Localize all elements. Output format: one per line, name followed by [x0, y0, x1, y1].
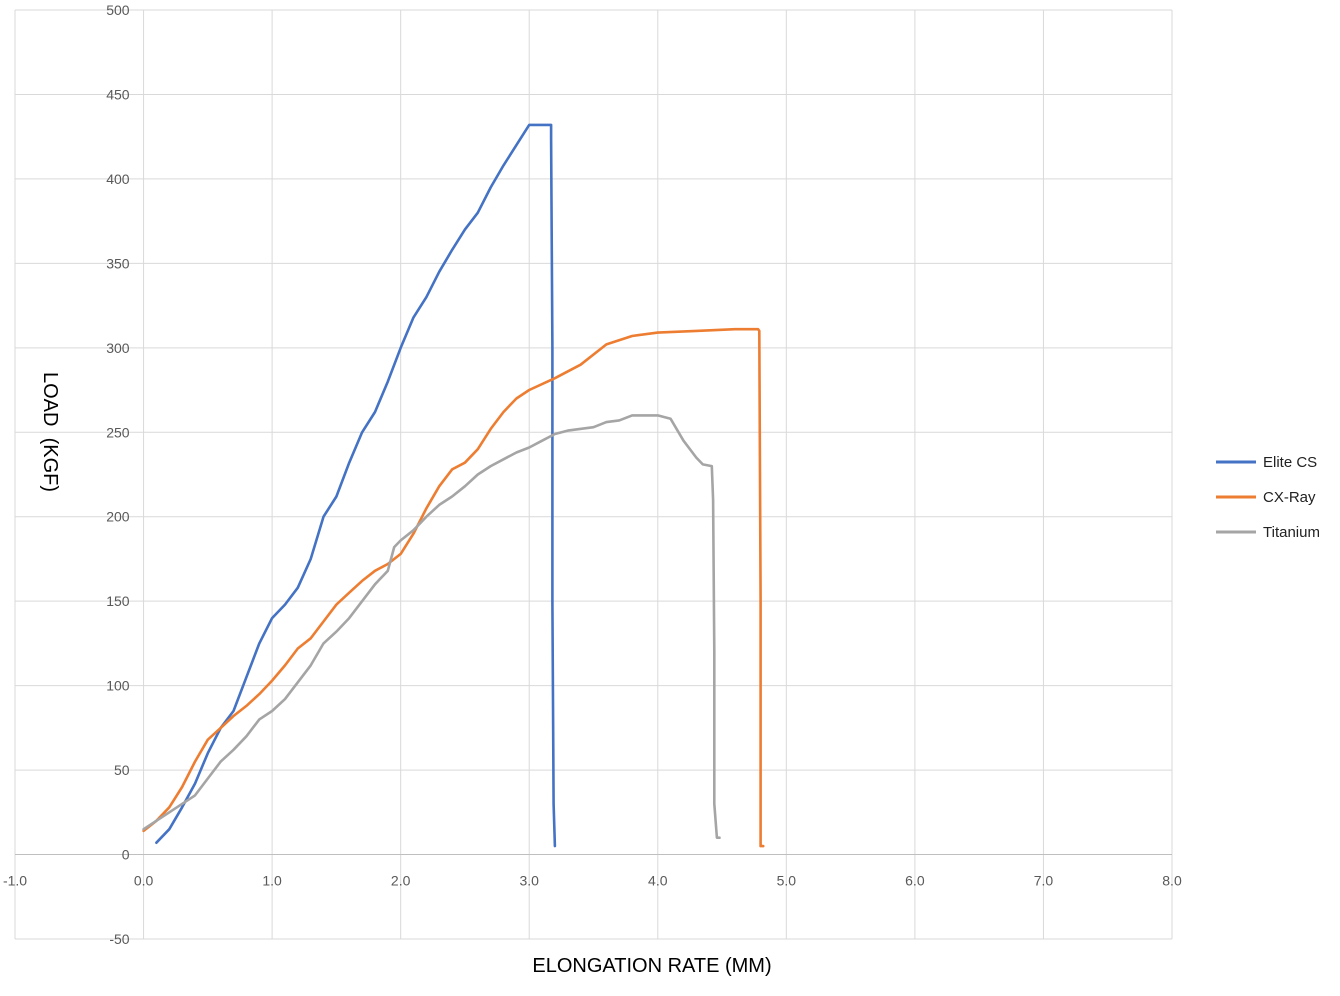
y-tick-label: 150 [106, 593, 130, 609]
x-tick-label: 1.0 [262, 873, 282, 889]
y-tick-label: 0 [122, 847, 130, 863]
legend-label: CX-Ray [1263, 489, 1316, 506]
gridlines [14, 9, 1173, 940]
series-line-cx-ray [142, 327, 765, 848]
y-tick-label: 200 [106, 509, 130, 525]
x-tick-label: 5.0 [777, 873, 797, 889]
y-tick-label: 100 [106, 678, 130, 694]
x-axis-title: ELONGATION RATE (MM) [532, 955, 771, 977]
y-tick-label: 350 [106, 255, 130, 271]
y-tick-label: 450 [106, 86, 130, 102]
series-line-elite-cs [155, 123, 557, 848]
y-tick-label: 250 [106, 424, 130, 440]
x-axis-ticks: -1.0 0.0 1.0 2.0 3.0 4.0 5.0 6.0 7.0 8.0 [3, 873, 1182, 889]
x-tick-label: 8.0 [1162, 873, 1182, 889]
y-tick-label: 50 [114, 762, 130, 778]
legend-label: Titanium [1263, 524, 1320, 541]
x-tick-label: 3.0 [519, 873, 539, 889]
x-tick-label: 0.0 [134, 873, 154, 889]
y-tick-label: 400 [106, 171, 130, 187]
x-tick-label: 7.0 [1034, 873, 1054, 889]
series-layer [142, 123, 765, 848]
x-tick-label: 4.0 [648, 873, 668, 889]
legend-label: Elite CS [1263, 454, 1317, 471]
x-tick-label: 6.0 [905, 873, 925, 889]
y-tick-label: -50 [109, 931, 129, 947]
series-line-titanium [142, 414, 721, 840]
y-tick-label: 500 [106, 2, 130, 18]
y-tick-label: 300 [106, 340, 130, 356]
y-axis-title: LOAD (KGF) [39, 372, 61, 492]
legend: Elite CS CX-Ray Titanium [1216, 454, 1320, 541]
x-tick-label: -1.0 [3, 873, 27, 889]
x-tick-label: 2.0 [391, 873, 411, 889]
y-axis-ticks: -50 0 50 100 150 200 250 300 350 400 450 500 [106, 2, 130, 947]
